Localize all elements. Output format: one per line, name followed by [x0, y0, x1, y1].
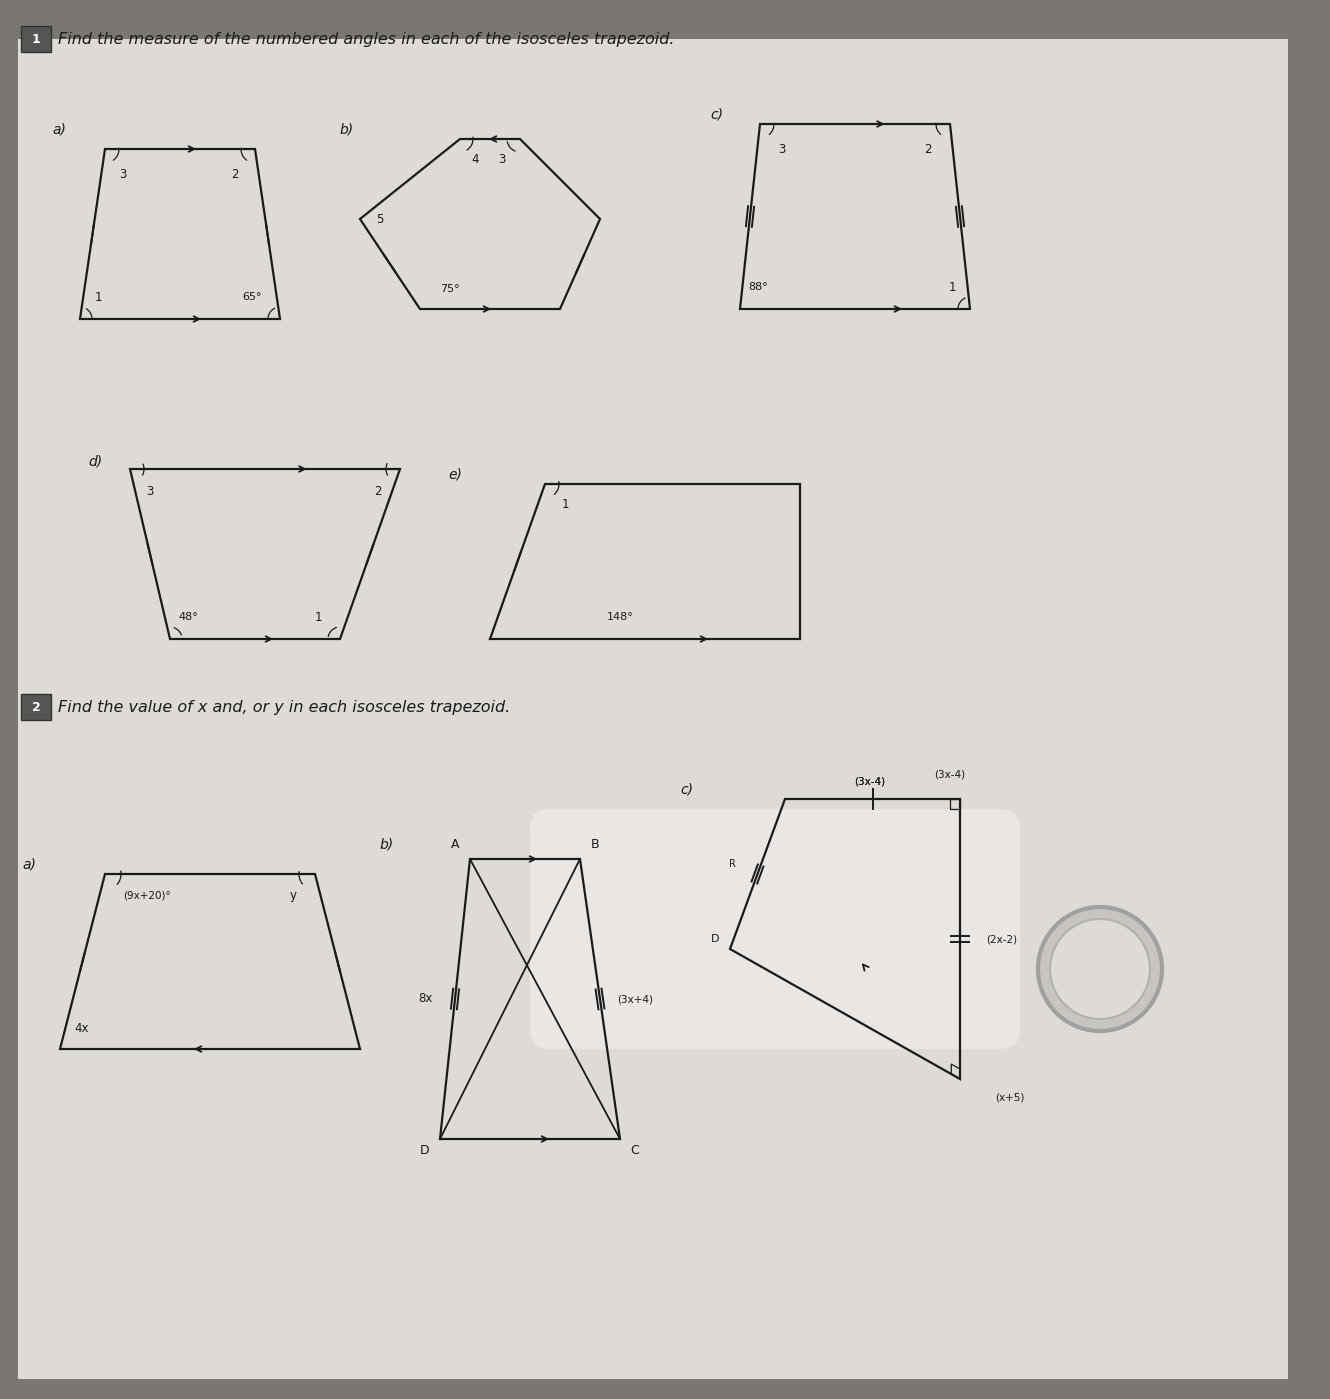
- Text: 2: 2: [231, 168, 239, 180]
- Text: 1: 1: [314, 610, 322, 624]
- FancyBboxPatch shape: [21, 694, 51, 720]
- Text: 5: 5: [376, 213, 383, 225]
- Text: (3x-4): (3x-4): [854, 776, 886, 786]
- Text: (9x+20)°: (9x+20)°: [122, 891, 170, 901]
- Text: 3: 3: [499, 152, 505, 165]
- Text: Find the measure of the numbered angles in each of the isosceles trapezoid.: Find the measure of the numbered angles …: [59, 32, 674, 46]
- FancyBboxPatch shape: [21, 27, 51, 52]
- Text: R: R: [729, 859, 735, 869]
- Text: 1: 1: [561, 498, 569, 511]
- Text: 48°: 48°: [178, 611, 198, 623]
- Text: 3: 3: [146, 484, 154, 498]
- Text: (2x-2): (2x-2): [987, 935, 1017, 944]
- Text: D: D: [710, 935, 720, 944]
- Text: (3x-4): (3x-4): [854, 776, 886, 786]
- Text: D: D: [420, 1144, 430, 1157]
- Text: 3: 3: [120, 168, 126, 180]
- Text: 2: 2: [924, 143, 932, 155]
- Text: Find the value of x and, or y in each isosceles trapezoid.: Find the value of x and, or y in each is…: [59, 700, 511, 715]
- Text: 4x: 4x: [74, 1023, 89, 1035]
- Text: A: A: [451, 838, 459, 851]
- Text: 4: 4: [471, 152, 479, 165]
- Text: c): c): [710, 106, 724, 120]
- Text: 2: 2: [374, 484, 382, 498]
- Text: 148°: 148°: [606, 611, 633, 623]
- Text: a): a): [52, 122, 66, 136]
- Text: c): c): [680, 782, 693, 796]
- Text: b): b): [340, 122, 354, 136]
- Text: B: B: [591, 838, 600, 851]
- Text: a): a): [23, 858, 36, 872]
- Text: e): e): [448, 467, 462, 481]
- Text: 75°: 75°: [440, 284, 460, 294]
- Circle shape: [1037, 907, 1162, 1031]
- Text: 2: 2: [32, 701, 40, 713]
- Text: (3x+4): (3x+4): [617, 995, 653, 1004]
- Text: 1: 1: [32, 32, 40, 46]
- Text: 1: 1: [948, 281, 956, 294]
- Text: 65°: 65°: [242, 292, 262, 302]
- Text: (3x-4): (3x-4): [935, 769, 966, 779]
- Text: 3: 3: [778, 143, 786, 155]
- Text: d): d): [88, 455, 102, 469]
- Text: 88°: 88°: [747, 283, 767, 292]
- Text: 1: 1: [94, 291, 102, 304]
- Text: (x+5): (x+5): [995, 1093, 1024, 1102]
- Text: b): b): [380, 837, 394, 851]
- Text: 8x: 8x: [418, 992, 432, 1006]
- Text: y: y: [290, 890, 297, 902]
- Text: C: C: [630, 1144, 640, 1157]
- FancyBboxPatch shape: [529, 809, 1020, 1049]
- FancyBboxPatch shape: [19, 39, 1287, 1379]
- Circle shape: [1049, 919, 1150, 1018]
